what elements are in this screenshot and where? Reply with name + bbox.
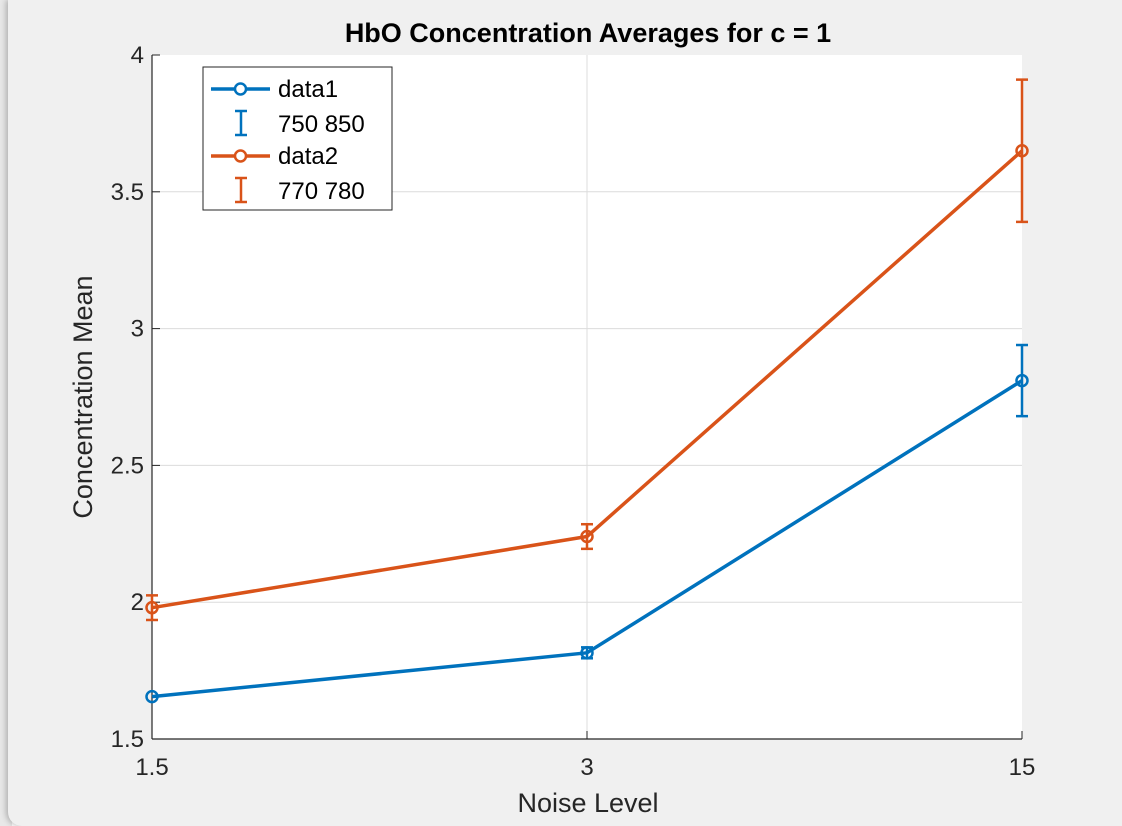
y-tick-label: 3.5 [111,179,144,206]
y-axis-label: Concentration Mean [68,275,98,518]
data-point-data1 [1015,373,1029,388]
legend-marker-data2 [233,149,248,163]
legend-marker-data1 [233,82,248,96]
data-point-data1 [580,646,594,660]
data-point-data2 [580,529,594,544]
legend-label-data2: data2 [278,143,338,170]
legend-errorbar-label-data2: 770 780 [278,178,365,205]
legend-errorbar-label-data1: 750 850 [278,111,365,138]
legend: data1 750 850 data2 770 780 [202,66,393,211]
y-tick-label: 2.5 [111,452,144,479]
data-point-data2 [145,600,159,615]
series-layer [145,78,1029,704]
y-tick-label: 2 [131,589,144,616]
x-tick-label: 15 [1009,754,1036,781]
y-tick-label: 4 [131,42,144,69]
chart-title: HbO Concentration Averages for c = 1 [345,18,831,48]
data-point-data2 [1015,144,1029,158]
x-tick-label: 3 [580,754,593,781]
legend-label-data1: data1 [278,76,338,103]
axes: 1.5 2 2.5 3 3.5 4 1.5 3 15 [111,42,1036,781]
grid-lines [152,55,1022,739]
data-point-data1 [145,689,159,704]
x-tick-label: 1.5 [135,754,168,781]
y-tick-label: 3 [131,316,144,343]
y-tick-label: 1.5 [111,726,144,753]
legend-box [202,66,393,211]
x-axis-label: Noise Level [517,788,658,818]
